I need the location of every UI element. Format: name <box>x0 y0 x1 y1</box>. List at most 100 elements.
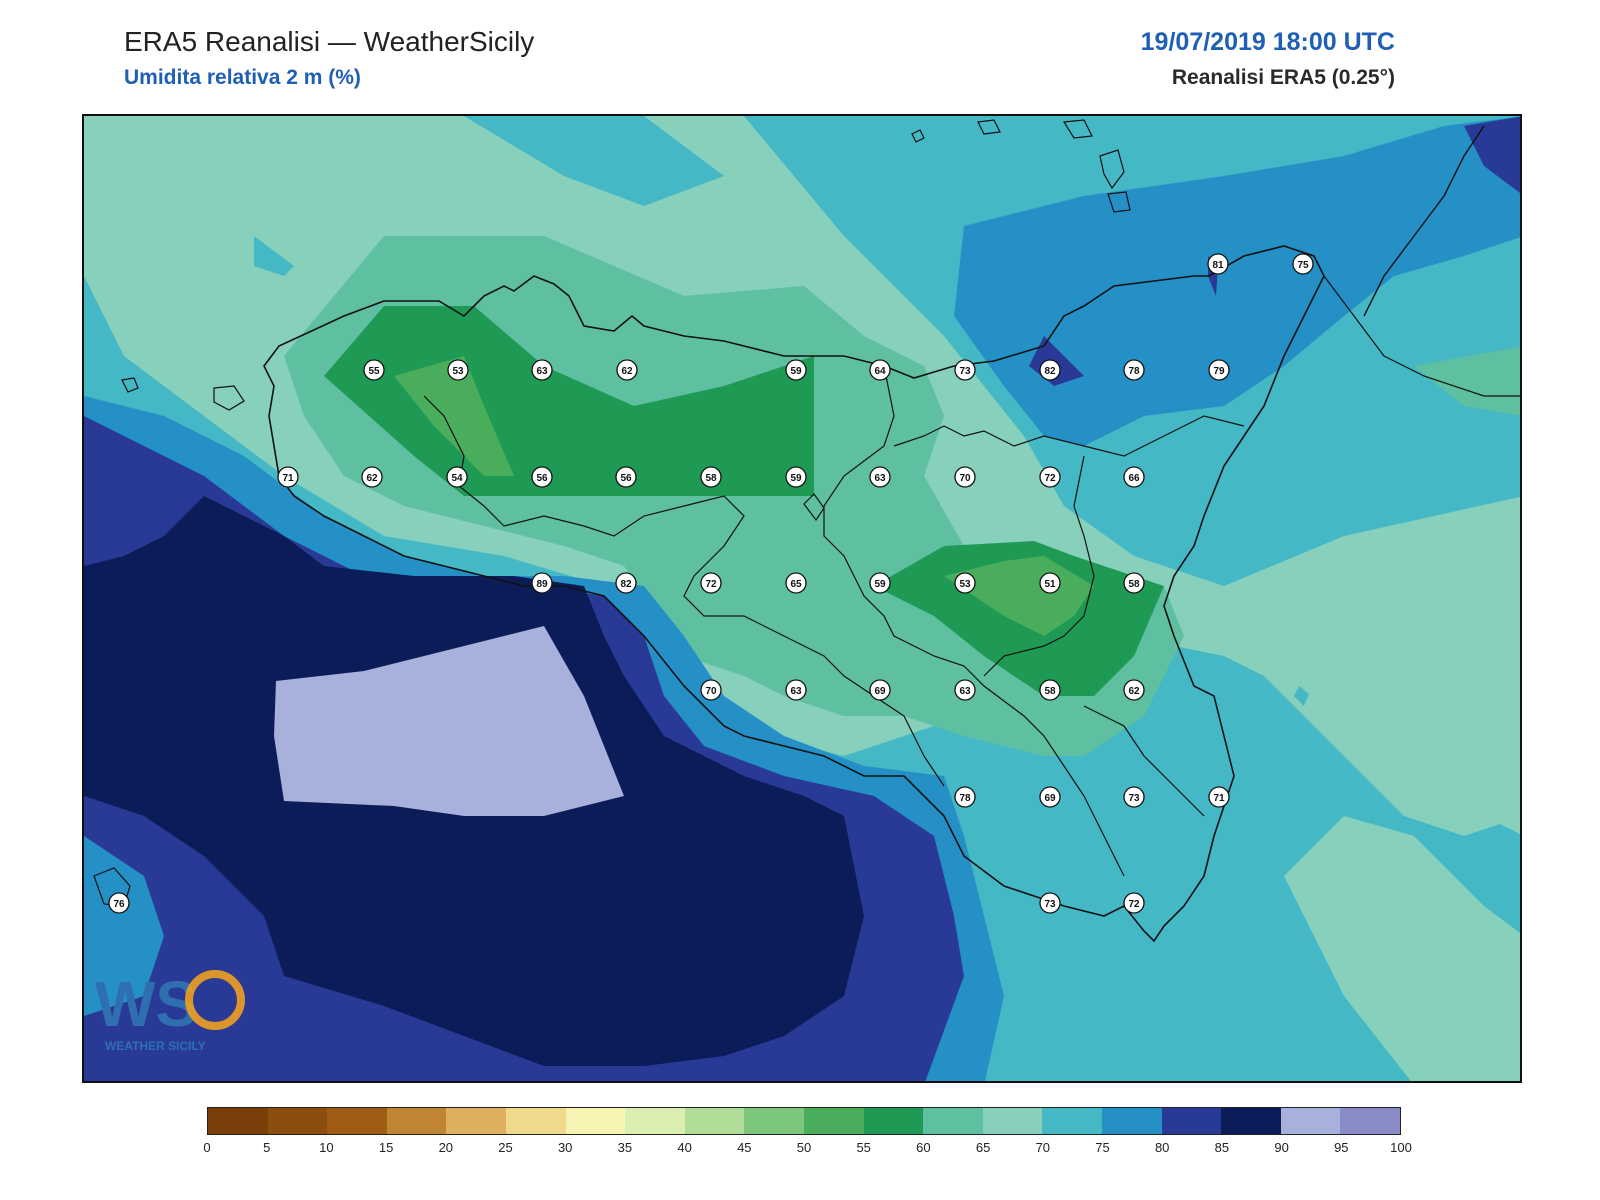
station-marker: 62 <box>616 359 638 381</box>
island-marettimo <box>121 377 139 393</box>
colorbar-tick-label: 65 <box>975 1140 991 1155</box>
station-value: 69 <box>1044 793 1056 804</box>
dataset-label: Reanalisi ERA5 (0.25°) <box>1171 66 1395 89</box>
colorbar-tick-label: 80 <box>1154 1140 1170 1155</box>
station-circle <box>616 359 638 381</box>
island-lipari <box>1099 149 1125 190</box>
island-favignana <box>213 385 245 411</box>
field-85-90-west <box>84 796 284 1076</box>
colorbar-tick-label: 45 <box>737 1140 752 1155</box>
island-vulcano <box>1107 191 1131 213</box>
station-circle <box>954 466 976 488</box>
station-value: 70 <box>959 473 971 484</box>
station-value: 81 <box>1212 260 1224 271</box>
station-circle <box>1039 359 1061 381</box>
station-circle <box>1039 572 1061 594</box>
station-marker: 62 <box>1123 679 1145 701</box>
colorbar-tick-label: 15 <box>378 1140 394 1155</box>
station-circle <box>531 466 553 488</box>
map-frame: 55 53 63 62 59 64 73 82 78 79 81 75 71 62 54 56 56 58 59 63… <box>82 114 1522 1083</box>
station-marker: 63 <box>785 679 807 701</box>
station-value: 82 <box>1044 366 1056 377</box>
province-boundary-west <box>423 395 945 787</box>
colorbar-tick-label: 0 <box>203 1140 211 1155</box>
station-value: 53 <box>959 579 971 590</box>
station-marker: 62 <box>361 466 383 488</box>
station-value: 78 <box>959 793 971 804</box>
colorbar-tick-label: 5 <box>263 1140 271 1155</box>
field-50-55-north <box>394 356 514 476</box>
station-marker: 75 <box>1292 253 1314 275</box>
province-boundary-southeast <box>1083 705 1205 817</box>
colorbar-tick-label: 20 <box>438 1140 454 1155</box>
station-marker: 59 <box>785 466 807 488</box>
station-marker: 70 <box>700 679 722 701</box>
station-circle <box>785 572 807 594</box>
island-alicudi <box>911 129 925 143</box>
station-value: 63 <box>790 686 802 697</box>
station-marker: 56 <box>615 466 637 488</box>
colorbar-tick-label: 35 <box>617 1140 633 1155</box>
field-60-65-east <box>1414 346 1520 416</box>
colorbar <box>207 1107 1401 1135</box>
station-marker: 66 <box>1123 466 1145 488</box>
station-marker: 82 <box>615 572 637 594</box>
station-circle <box>446 466 468 488</box>
station-circle <box>954 359 976 381</box>
station-value: 71 <box>1213 793 1225 804</box>
colorbar-segment <box>327 1108 387 1134</box>
station-circle <box>869 572 891 594</box>
station-circle <box>108 892 130 914</box>
station-value: 62 <box>1128 686 1140 697</box>
island-filicudi <box>977 119 1001 135</box>
station-marker: 81 <box>1207 253 1229 275</box>
station-circle <box>1208 786 1230 808</box>
station-value: 73 <box>959 366 971 377</box>
field-95-100-patch <box>274 626 624 816</box>
colorbar-segment <box>386 1108 447 1134</box>
station-circle <box>869 466 891 488</box>
station-value: 82 <box>620 579 632 590</box>
station-circle <box>1123 679 1145 701</box>
colorbar-segment <box>446 1108 506 1134</box>
colorbar-segment <box>803 1108 864 1134</box>
station-marker: 64 <box>869 359 891 381</box>
station-circle <box>531 572 553 594</box>
colorbar-segment <box>863 1108 924 1134</box>
colorbar-tick-label: 10 <box>319 1140 334 1155</box>
station-marker: 53 <box>447 359 469 381</box>
station-value: 72 <box>1128 899 1140 910</box>
station-markers: 55 53 63 62 59 64 73 82 78 79 81 75 71 62 54 56 56 58 59 63… <box>108 253 1314 914</box>
station-value: 69 <box>874 686 886 697</box>
field-65-70-southeast <box>1284 816 1520 1081</box>
colorbar-tick-label: 50 <box>796 1140 812 1155</box>
station-circle <box>1039 892 1061 914</box>
station-value: 58 <box>1128 579 1140 590</box>
colorbar-segment <box>923 1108 983 1134</box>
field-70-75-patch <box>254 236 294 276</box>
station-circle <box>954 786 976 808</box>
station-value: 51 <box>1044 579 1056 590</box>
station-circle <box>531 359 553 381</box>
station-marker: 63 <box>954 679 976 701</box>
station-marker: 82 <box>1039 359 1061 381</box>
station-marker: 72 <box>1123 892 1145 914</box>
station-circle <box>700 679 722 701</box>
station-value: 76 <box>113 899 125 910</box>
station-value: 54 <box>451 473 463 484</box>
station-circle <box>1123 892 1145 914</box>
station-circle <box>869 359 891 381</box>
station-value: 65 <box>790 579 802 590</box>
station-value: 55 <box>368 366 380 377</box>
station-marker: 63 <box>531 359 553 381</box>
colorbar-tick-label: 95 <box>1334 1140 1349 1155</box>
station-value: 59 <box>874 579 886 590</box>
station-marker: 72 <box>1039 466 1061 488</box>
station-marker: 55 <box>363 359 385 381</box>
station-marker: 79 <box>1208 359 1230 381</box>
station-marker: 89 <box>531 572 553 594</box>
station-circle <box>363 359 385 381</box>
colorbar-segment <box>505 1108 566 1134</box>
colorbar-segment <box>1340 1108 1400 1134</box>
station-marker: 69 <box>1039 786 1061 808</box>
